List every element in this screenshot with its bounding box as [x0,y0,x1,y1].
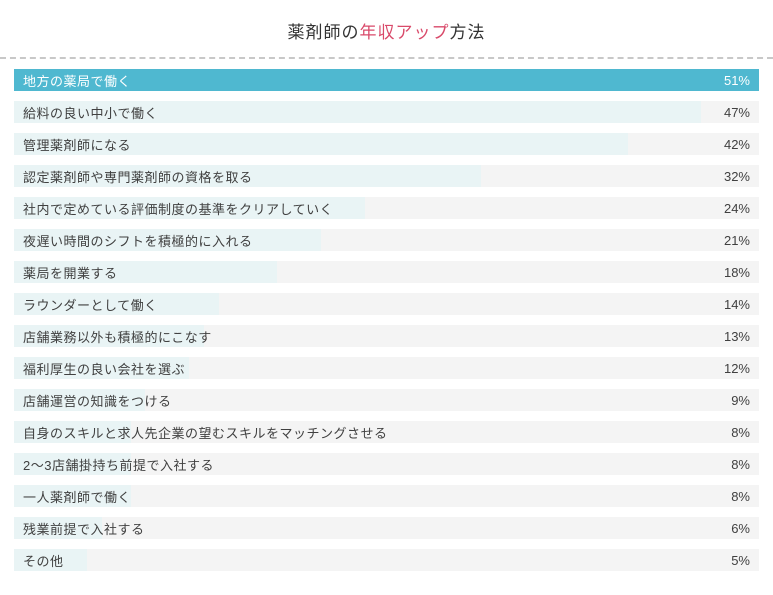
bar-value: 47% [724,101,750,123]
bar-value: 8% [731,485,750,507]
bar-value: 13% [724,325,750,347]
bar-row: 2〜3店舗掛持ち前提で入社する 8% [14,453,759,475]
bar-row: 一人薬剤師で働く 8% [14,485,759,507]
bar-value: 8% [731,453,750,475]
bar-value: 42% [724,133,750,155]
divider [0,57,773,59]
bar-row: 店舗運営の知識をつける 9% [14,389,759,411]
bar-label: 一人薬剤師で働く [23,485,131,507]
bar-row: 管理薬剤師になる 42% [14,133,759,155]
bar-value: 14% [724,293,750,315]
bar-label: 薬局を開業する [23,261,118,283]
bar-label: 夜遅い時間のシフトを積極的に入れる [23,229,253,251]
bar-row: 福利厚生の良い会社を選ぶ 12% [14,357,759,379]
bar-label: 残業前提で入社する [23,517,145,539]
bar-value: 12% [724,357,750,379]
bar-label: 社内で定めている評価制度の基準をクリアしていく [23,197,333,219]
bar-label: 地方の薬局で働く [23,69,131,91]
bar-chart: 地方の薬局で働く 51% 給料の良い中小で働く 47% 管理薬剤師になる 42% 認定薬剤師… [0,69,773,595]
title-suffix: 方法 [450,23,486,42]
bar-row: 店舗業務以外も積極的にこなす 13% [14,325,759,347]
title-accent: 年収アップ [360,23,450,42]
bar-row: 認定薬剤師や専門薬剤師の資格を取る 32% [14,165,759,187]
bar-value: 51% [724,69,750,91]
bar-value: 32% [724,165,750,187]
chart-title: 薬剤師の年収アップ方法 [0,0,773,57]
bar-label: 給料の良い中小で働く [23,101,158,123]
bar-label: 2〜3店舗掛持ち前提で入社する [23,453,214,475]
bar-value: 18% [724,261,750,283]
bar-label: 店舗運営の知識をつける [23,389,172,411]
bar-label: 店舗業務以外も積極的にこなす [23,325,212,347]
bar-label: ラウンダーとして働く [23,293,158,315]
bar-row: 薬局を開業する 18% [14,261,759,283]
bar-row: 自身のスキルと求人先企業の望むスキルをマッチングさせる 8% [14,421,759,443]
bar-label: 認定薬剤師や専門薬剤師の資格を取る [23,165,253,187]
bar-value: 24% [724,197,750,219]
bar-row: 社内で定めている評価制度の基準をクリアしていく 24% [14,197,759,219]
bar-value: 21% [724,229,750,251]
title-prefix: 薬剤師の [288,23,360,42]
bar-label: 福利厚生の良い会社を選ぶ [23,357,185,379]
bar-row: 残業前提で入社する 6% [14,517,759,539]
bar-label: 自身のスキルと求人先企業の望むスキルをマッチングさせる [23,421,388,443]
bar-row: ラウンダーとして働く 14% [14,293,759,315]
bar-row: その他 5% [14,549,759,571]
bar-value: 9% [731,389,750,411]
bar-row: 地方の薬局で働く 51% [14,69,759,91]
bar-value: 8% [731,421,750,443]
bar-row: 給料の良い中小で働く 47% [14,101,759,123]
bar-row: 夜遅い時間のシフトを積極的に入れる 21% [14,229,759,251]
bar-value: 6% [731,517,750,539]
bar-label: その他 [23,549,64,571]
bar-value: 5% [731,549,750,571]
bar-label: 管理薬剤師になる [23,133,131,155]
